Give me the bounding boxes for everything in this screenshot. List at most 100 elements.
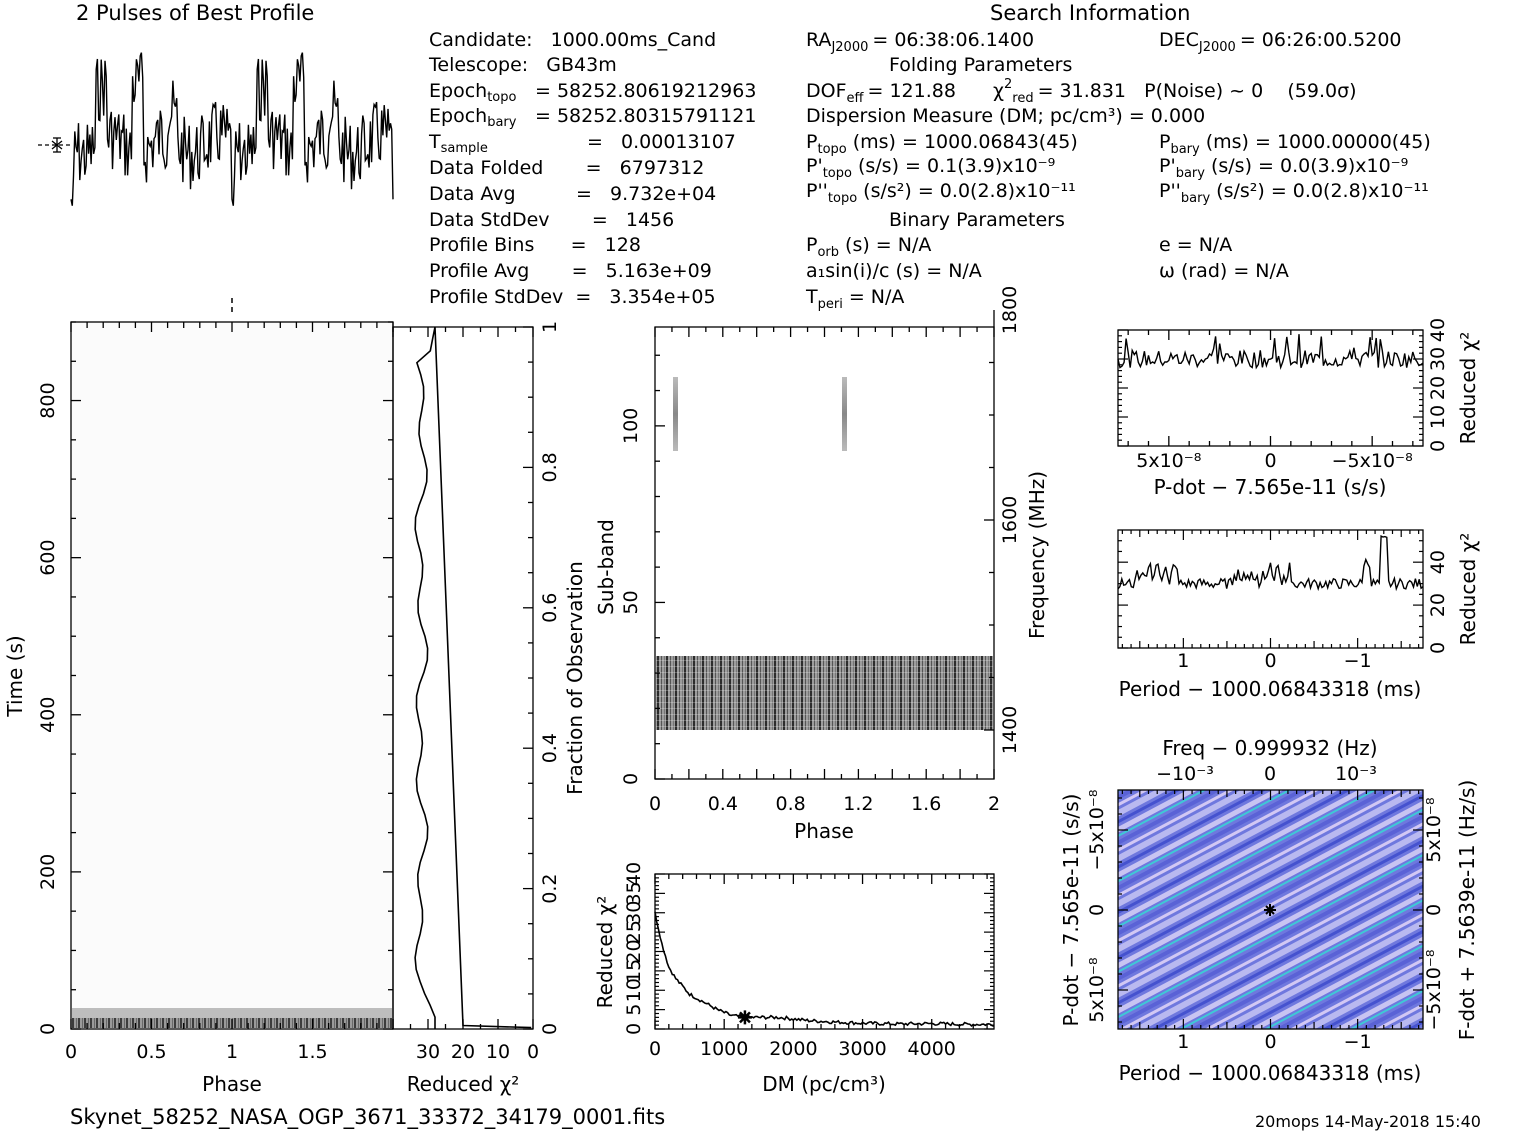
ecc-line: e = N/A	[1159, 234, 1232, 256]
dm-frame	[654, 873, 995, 1030]
omega-line: ω (rad) = N/A	[1159, 260, 1289, 282]
chi2-fraction-ticks: 30 20 10 00 0.2 0.4 0.6 0.8 1	[392, 321, 561, 1063]
epoch-topo-value: = 58252.80619212963	[535, 80, 756, 102]
binary-title: Binary Parameters	[889, 209, 1065, 231]
dm-line	[654, 911, 995, 1027]
dm-line: Dispersion Measure (DM; pc/cm³) = 0.000	[806, 105, 1205, 127]
chi2-fraction-line	[414, 326, 532, 1029]
phase-tick-label: 1	[226, 1041, 238, 1063]
time-tick-label: 400	[37, 697, 59, 733]
porb-line: Porb (s) = N/A	[806, 234, 931, 260]
dm-chi2-tick-label: 10	[623, 978, 645, 1002]
time-phase-plot: 0 0.5 1 1.5 0 200 400 600 800 Phase Time (s)	[3, 321, 394, 1096]
ppdot-freq-tick-label: 0	[1264, 763, 1276, 785]
info-column-1: Candidate: 1000.00ms_Cand Telescope: GB4…	[428, 29, 756, 308]
phase-tick-label: 0	[65, 1041, 77, 1063]
fraction-tick-label: 1	[539, 321, 561, 333]
pbary-line: Pbary (ms) = 1000.00000(45)	[1159, 131, 1431, 157]
timestamp: 20mops 14-May-2018 15:40	[1255, 1112, 1481, 1131]
pdot-plot: 5x10⁻⁸ 0 −5x10⁻⁸ 0 10 20 30 40 P-dot − 7.565e-1…	[1117, 318, 1480, 499]
phase-tick-label: 1.5	[297, 1041, 327, 1063]
dm-chi2-tick-label: 20	[623, 939, 645, 963]
subband-phase-plot: 0 0.4 0.8 1.2 1.6 2 0 50 100 1400 1600 1800 Phase S…	[594, 286, 1049, 843]
subband-tick-label: 100	[620, 408, 642, 444]
epoch-topo-label: Epochtopo	[429, 80, 516, 105]
subband-phase-label: 2	[988, 793, 1000, 815]
profile-bins-line: Profile Bins = 128	[429, 234, 641, 256]
ra-line: RAJ2000 = 06:38:06.1400	[806, 29, 1034, 55]
chi2-fraction-plot: 30 20 10 00 0.2 0.4 0.6 0.8 1 Reduced χ² Fractio…	[392, 321, 587, 1096]
ppdot-xlabel: Period − 1000.06843318 (ms)	[1119, 1061, 1422, 1085]
time-phase-x-ticks: 0 0.5 1 1.5	[65, 322, 394, 1063]
pdot-xlabel: P-dot − 7.565e-11 (s/s)	[1154, 475, 1387, 499]
tsample-label: Tsample	[428, 131, 488, 156]
period-frame	[1117, 529, 1424, 649]
period-chi2-label: 20	[1427, 593, 1449, 617]
ppdot-best-marker	[1264, 904, 1276, 916]
telescope-line: Telescope: GB43m	[428, 54, 617, 76]
time-tick-label: 800	[37, 382, 59, 418]
time-tick-label: 0	[37, 1023, 59, 1035]
dm-chi2-tick-label: 25	[623, 920, 645, 944]
subband-streak-2	[842, 377, 847, 451]
pdot-tick-label: 0	[1264, 450, 1276, 472]
ppdot-period-label: 0	[1264, 1031, 1276, 1053]
profile-title: 2 Pulses of Best Profile	[76, 1, 314, 25]
pdot-tick-label: −5x10⁻⁸	[1332, 450, 1413, 472]
ppdot-pdot-label: 5x10⁻⁸	[1086, 957, 1108, 1022]
profile-line	[70, 52, 394, 206]
info-column-2: RAJ2000 = 06:38:06.1400 DECJ2000 = 06:26:0…	[805, 29, 1431, 312]
epoch-bary-label: Epochbary	[429, 105, 517, 130]
folding-title: Folding Parameters	[889, 54, 1072, 76]
pdot-ylabel: Reduced χ²	[1456, 332, 1480, 445]
pdot-line	[1117, 334, 1424, 371]
pdot-chi2-label: 30	[1427, 347, 1449, 371]
subband-tick-label: 50	[620, 590, 642, 614]
dm-chi2-tick-label: 15	[623, 959, 645, 983]
period-ylabel: Reduced χ²	[1456, 533, 1480, 646]
pddbary-line: P''bary (s/s²) = 0.0(2.8)x10⁻¹¹	[1159, 180, 1429, 206]
dm-tick-label: 0	[649, 1038, 661, 1060]
profile-stddev-line: Profile StdDev = 3.354e+05	[429, 286, 716, 308]
time-tick-label: 200	[37, 854, 59, 890]
fraction-tick-label: 0.4	[539, 733, 561, 763]
ppdot-freq-tick-label: −10⁻³	[1156, 763, 1214, 785]
filename: Skynet_58252_NASA_OGP_3671_33372_34179_0…	[70, 1105, 665, 1130]
data-avg-line: Data Avg = 9.732e+04	[429, 183, 716, 205]
profile-errorbar	[38, 137, 70, 153]
ppdot-fdot-label: 5x10⁻⁸	[1423, 797, 1445, 862]
ppdot-plane: 1 0 −1 −10⁻³ 0 10⁻³ −5x10⁻⁸ 0 5x10⁻⁸ 5x10⁻⁸ 0 −5x10…	[1059, 736, 1479, 1085]
time-tick-label: 600	[37, 540, 59, 576]
epoch-bary-value: = 58252.80315791121	[535, 105, 756, 127]
chi2-tick-label: 0	[527, 1041, 539, 1063]
time-phase-frame	[70, 321, 394, 1030]
time-phase-xlabel: Phase	[202, 1072, 262, 1096]
time-phase-ylabel: Time (s)	[3, 635, 27, 717]
dm-chi2-tick-label: 5	[623, 1004, 645, 1016]
dm-tick-label: 4000	[908, 1038, 956, 1060]
dm-tick-label: 1000	[700, 1038, 748, 1060]
time-phase-early-band	[72, 1008, 392, 1020]
dm-chi2-tick-label: 40	[623, 862, 645, 886]
frequency-ylabel: Frequency (MHz)	[1025, 471, 1049, 639]
period-chi2-label: 40	[1427, 550, 1449, 574]
period-plot: 1 0 −1 0 20 40 Period − 1000.06843318 (ms) Re…	[1117, 529, 1480, 701]
dof-line: DOFeff = 121.88	[806, 80, 956, 106]
chi2-tick-label: 30	[416, 1041, 440, 1063]
subband-phase-label: 1.6	[911, 793, 941, 815]
period-tick-label: 1	[1177, 650, 1189, 672]
ppdot-fdot-ylabel: F-dot + 7.5639e-11 (Hz/s)	[1455, 780, 1479, 1041]
chi2-tick-label: 10	[486, 1041, 510, 1063]
pddtopo-line: P''topo (s/s²) = 0.0(2.8)x10⁻¹¹	[806, 180, 1076, 206]
dm-ylabel: Reduced χ²	[593, 896, 617, 1009]
subband-ylabel: Sub-band	[594, 519, 618, 615]
dm-chi2-tick-label: 0	[623, 1023, 645, 1035]
ptopo-line: Ptopo (ms) = 1000.06843(45)	[806, 131, 1078, 157]
pdot-chi2-label: 0	[1427, 440, 1449, 452]
period-tick-label: −1	[1344, 650, 1372, 672]
ppdot-pdot-ylabel: P-dot − 7.565e-11 (s/s)	[1059, 794, 1083, 1027]
period-tick-label: 0	[1264, 650, 1276, 672]
search-title: Search Information	[990, 1, 1190, 25]
